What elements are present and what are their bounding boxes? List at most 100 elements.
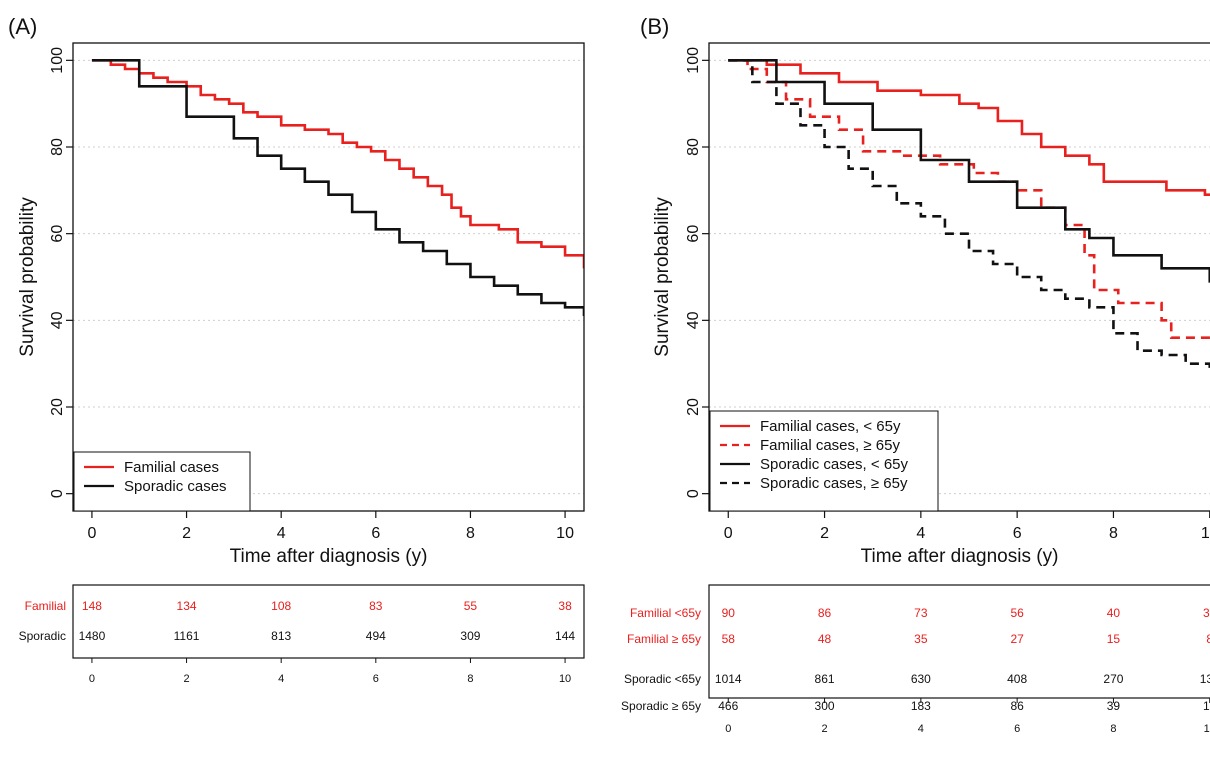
risk-value: 131 [1200,672,1210,686]
series-line-2 [91,59,584,316]
risk-value: 58 [722,632,736,646]
y-tick-label: 60 [685,225,702,243]
risk-value: 55 [464,599,478,613]
risk-value: 300 [815,699,835,713]
y-tick-label: 80 [685,138,702,156]
y-tick-label: 40 [49,311,66,329]
risk-value: 108 [271,599,291,613]
risk-value: 144 [555,629,575,643]
risk-value: 30 [1203,606,1210,620]
risk-row-label: Sporadic [19,629,66,643]
legend-entry: Familial cases, < 65y [760,418,901,435]
risk-value: 86 [818,606,832,620]
panel-label: (A) [8,14,37,39]
legend: Familial cases, < 65y Familial cases, ≥ 6… [709,410,939,512]
x-tick-label: 10 [1201,525,1210,542]
legend-box [709,410,939,512]
risk-x-tick-label: 6 [1014,723,1020,735]
x-tick-label: 2 [182,525,191,542]
risk-table-frame [708,584,1210,699]
risk-value: 630 [911,672,931,686]
y-tick-label: 0 [685,489,702,498]
risk-x-tick-label: 2 [821,723,827,735]
legend-entry: Familial cases [124,459,219,476]
plot-frame [708,42,1210,512]
risk-x-tick-label: 4 [918,723,924,735]
risk-row-label: Sporadic ≥ 65y [621,699,701,713]
risk-x-tick-label: 8 [1110,723,1116,735]
y-tick-label: 0 [49,489,66,498]
risk-x-tick-label: 0 [725,723,731,735]
risk-x-tick-label: 4 [278,673,284,685]
risk-x-tick-label: 8 [467,673,473,685]
x-tick-label: 6 [1013,525,1022,542]
risk-value: 1480 [79,629,106,643]
risk-x-tick-label: 0 [89,673,95,685]
series-line-4 [728,59,1210,370]
risk-value: 40 [1107,606,1121,620]
series-line-1 [728,59,1210,196]
risk-value: 466 [718,699,738,713]
y-tick-label: 20 [49,398,66,416]
y-tick-label: 100 [49,47,66,74]
risk-value: 56 [1010,606,1024,620]
risk-value: 73 [914,606,928,620]
risk-value: 39 [1107,699,1121,713]
legend-box [73,451,251,512]
risk-value: 27 [1010,632,1024,646]
x-tick-label: 4 [277,525,286,542]
risk-value: 35 [914,632,928,646]
x-tick-label: 0 [724,525,733,542]
x-axis-label: Time after diagnosis (y) [230,546,428,567]
risk-row-label: Sporadic <65y [624,672,701,686]
x-tick-label: 8 [1109,525,1118,542]
risk-x-tick-label: 2 [183,673,189,685]
x-tick-label: 10 [556,525,574,542]
x-tick-label: 6 [371,525,380,542]
risk-row-label: Familial [25,599,66,613]
risk-x-tick-label: 10 [1204,723,1210,735]
curves [728,59,1210,370]
x-axis-label: Time after diagnosis (y) [861,546,1059,567]
risk-table-frame [72,584,585,659]
risk-value: 861 [815,672,835,686]
y-axis-label: Survival probability [652,197,673,357]
plot-frame [72,42,585,512]
risk-row-label: Familial ≥ 65y [627,632,701,646]
risk-value: 134 [177,599,197,613]
risk-x-tick-label: 10 [559,673,571,685]
risk-value: 13 [1203,699,1210,713]
risk-value: 48 [818,632,832,646]
y-tick-label: 80 [49,138,66,156]
risk-x-tick-label: 6 [373,673,379,685]
risk-value: 494 [366,629,386,643]
x-tick-label: 0 [87,525,96,542]
risk-value: 1161 [174,629,200,643]
legend-entry: Sporadic cases, ≥ 65y [760,475,908,492]
panel-label: (B) [640,14,669,39]
y-axis-label: Survival probability [17,197,38,357]
legend-entry: Sporadic cases, < 65y [760,456,909,473]
risk-value: 90 [722,606,736,620]
series-line-2 [728,59,1210,339]
risk-value: 86 [1010,699,1024,713]
risk-table: Familial <65y908673564030Familial ≥ 65y5… [621,584,1210,735]
risk-value: 1014 [715,672,742,686]
risk-value: 83 [369,599,383,613]
x-tick-label: 2 [820,525,829,542]
risk-value: 15 [1107,632,1121,646]
risk-value: 38 [558,599,572,613]
legend: Familial cases Sporadic cases [73,451,251,512]
risk-value: 813 [271,629,291,643]
risk-value: 8 [1206,632,1210,646]
x-tick-label: 8 [466,525,475,542]
curves [91,59,584,316]
risk-value: 309 [460,629,480,643]
risk-value: 270 [1103,672,1123,686]
risk-value: 408 [1007,672,1027,686]
risk-value: 148 [82,599,102,613]
